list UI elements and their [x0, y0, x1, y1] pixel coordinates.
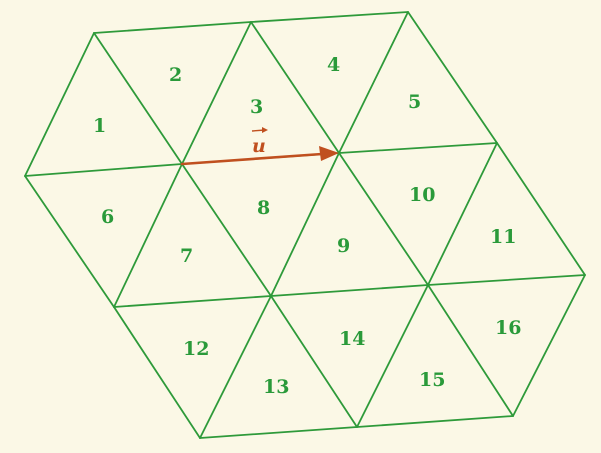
edge [427, 274, 586, 286]
triangle-label-4: 4 [327, 54, 340, 76]
vector-u-label: u [252, 135, 266, 157]
right-arrow-accent-icon [251, 127, 268, 133]
edge [113, 306, 201, 439]
edge [24, 175, 115, 308]
edges [24, 11, 586, 439]
edge [338, 152, 429, 286]
edge [24, 163, 183, 177]
triangle-label-14: 14 [339, 328, 365, 350]
edge [93, 21, 252, 34]
edge [496, 142, 586, 276]
edge [356, 415, 514, 428]
triangle-label-15: 15 [419, 369, 445, 391]
edge [270, 284, 429, 297]
triangle-label-8: 8 [257, 197, 270, 219]
triangle-label-11: 11 [490, 226, 516, 248]
edge [199, 426, 358, 439]
triangle-label-7: 7 [180, 245, 193, 267]
edge [512, 274, 586, 417]
edge [427, 142, 498, 286]
edge [338, 11, 409, 154]
edge [250, 11, 409, 23]
edge [407, 11, 498, 144]
edge [181, 21, 252, 165]
edge [270, 295, 358, 428]
triangle-label-1: 1 [93, 115, 106, 137]
triangle-label-5: 5 [408, 91, 421, 113]
vector-u: u [180, 127, 339, 166]
edge [93, 32, 183, 165]
edge [270, 152, 340, 297]
triangle-label-2: 2 [169, 64, 182, 86]
edge [24, 32, 95, 177]
edge [250, 21, 340, 154]
vector-u-shaft [180, 152, 324, 166]
vector-u-arrowhead [319, 146, 339, 161]
triangle-label-10: 10 [409, 184, 435, 206]
edge [427, 284, 514, 417]
edge [338, 142, 498, 154]
edge [199, 295, 272, 439]
triangle-label-9: 9 [337, 235, 350, 257]
triangle-label-6: 6 [101, 206, 114, 228]
triangle-label-16: 16 [495, 317, 521, 339]
triangle-label-12: 12 [183, 338, 209, 360]
edge [113, 295, 272, 308]
edge [181, 163, 272, 297]
triangle-labels: 1 2 3 4 5 6 7 8 9 10 11 12 13 14 15 16 [93, 54, 521, 398]
triangle-label-13: 13 [263, 376, 289, 398]
edge [356, 284, 429, 428]
edge [113, 163, 183, 308]
triangle-label-3: 3 [250, 96, 263, 118]
